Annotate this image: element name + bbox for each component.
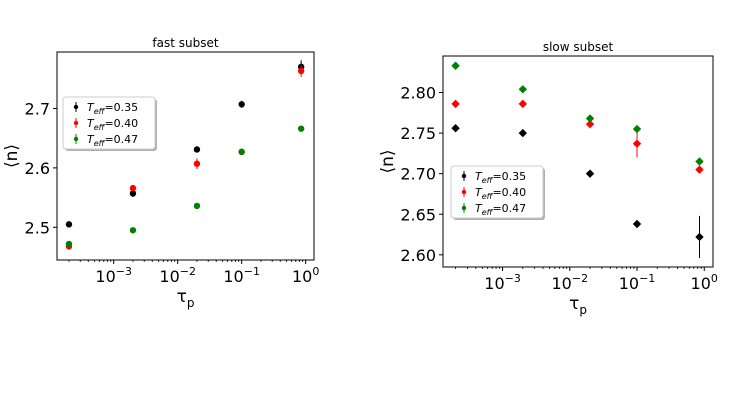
- y-tick-label: 2.70: [400, 165, 436, 184]
- data-point: [129, 227, 137, 234]
- legend-marker: [73, 120, 79, 126]
- y-tick-label: 2.5: [25, 218, 50, 237]
- data-point: [632, 139, 642, 148]
- y-axis-label: ⟨n⟩: [378, 149, 398, 173]
- x-tick-label: 10−1: [223, 265, 260, 286]
- series-2: [65, 65, 305, 250]
- chart-panel-2: slow subset 2.60 2.65 2.70 2.75 2.80 10−3 10−2 1…: [378, 40, 718, 317]
- data-point: [238, 101, 245, 108]
- data-point: [193, 146, 201, 153]
- legend-label: Teff=0.35: [475, 170, 526, 185]
- x-tick-label: 10−2: [552, 272, 589, 293]
- y-tick-label: 2.60: [400, 246, 436, 265]
- legend-marker: [461, 205, 467, 211]
- plot-frame: [56, 51, 315, 261]
- series-1: [451, 124, 704, 259]
- data-point: [518, 128, 528, 138]
- x-axis-label: τp: [177, 287, 195, 310]
- data-point: [193, 160, 201, 167]
- y-axis-label: ⟨n⟩: [2, 144, 22, 168]
- data-point: [129, 190, 137, 197]
- legend-box: [62, 96, 156, 150]
- x-tick-label: 10−2: [159, 265, 196, 286]
- x-tick-label: 100: [691, 272, 718, 293]
- data-point: [129, 184, 137, 192]
- legend-label: Teff=0.35: [87, 101, 138, 116]
- data-point: [518, 99, 528, 109]
- series-3: [451, 61, 704, 166]
- legend-label: Teff=0.47: [475, 202, 526, 217]
- legend-marker: [73, 136, 79, 142]
- legend-label: Teff=0.40: [475, 186, 526, 201]
- y-tick-label: 2.7: [25, 99, 50, 118]
- data-point: [238, 148, 245, 156]
- y-tick-label: 2.6: [25, 159, 50, 178]
- chart-title: fast subset: [152, 36, 218, 50]
- data-point: [632, 219, 642, 229]
- x-tick-label: 10−3: [484, 272, 521, 293]
- legend-marker: [461, 173, 467, 179]
- data-point: [695, 165, 704, 174]
- y-tick-label: 2.80: [400, 84, 436, 103]
- data-point: [451, 124, 460, 133]
- data-point: [632, 124, 642, 134]
- legend-box: [450, 165, 544, 219]
- chart-title: slow subset: [543, 40, 614, 54]
- legend-label: Teff=0.47: [87, 133, 138, 148]
- data-point: [585, 119, 595, 129]
- plot-frame: [442, 55, 714, 268]
- data-point: [585, 169, 595, 178]
- legend-marker: [73, 104, 79, 110]
- y-tick-label: 2.65: [400, 205, 436, 224]
- series-3: [65, 125, 305, 248]
- data-point: [695, 232, 704, 242]
- data-point: [193, 202, 201, 210]
- x-tick-label: 100: [292, 265, 319, 286]
- data-point: [297, 67, 305, 75]
- x-tick-label: 10−3: [95, 265, 132, 286]
- data-point: [695, 157, 704, 166]
- data-point: [518, 85, 528, 94]
- data-point: [585, 114, 595, 123]
- data-point: [451, 61, 460, 70]
- data-point: [297, 125, 305, 132]
- legend-label: Teff=0.40: [87, 117, 138, 132]
- data-point: [65, 240, 73, 248]
- data-point: [65, 221, 73, 228]
- x-axis-label: τp: [569, 294, 587, 317]
- y-tick-label: 2.75: [400, 124, 436, 143]
- series-2: [451, 99, 704, 174]
- x-tick-label: 10−1: [619, 272, 656, 293]
- legend-marker: [461, 189, 467, 195]
- chart-panel-1: fast subset 2.5 2.6 2.7 10−3 10−2 10−1 100 τp ⟨n⟩…: [2, 36, 319, 310]
- data-point: [451, 99, 460, 109]
